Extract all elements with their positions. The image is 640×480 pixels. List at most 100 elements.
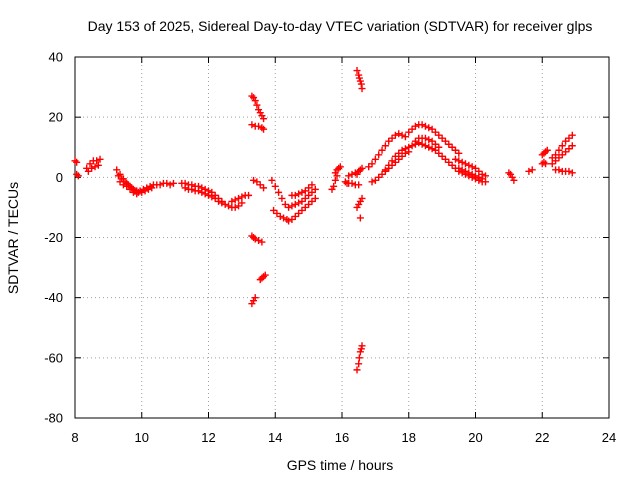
data-point [472,172,479,180]
data-points [71,67,576,374]
data-point [276,212,284,220]
series-AL [525,166,536,175]
data-point [215,197,223,205]
data-point [258,124,266,132]
data-point [371,155,379,163]
data-point [358,194,366,202]
data-point [461,160,469,168]
y-tick-label: 20 [49,110,63,125]
data-point [465,169,473,177]
series-AO [548,131,576,162]
data-point [540,158,548,166]
data-point [141,187,149,195]
data-point [194,187,202,195]
data-point [401,133,409,141]
series-AC [356,214,364,222]
series-V [328,172,341,193]
x-axis-label: GPS time / hours [287,457,394,473]
data-point [231,203,239,211]
data-point [451,155,459,163]
data-point [331,176,339,184]
x-tick-label: 22 [535,430,549,445]
data-point [353,67,361,75]
data-point [271,182,279,190]
series-AG [381,148,413,175]
data-point [411,122,419,130]
data-point [421,134,429,142]
series-R [270,206,291,223]
chart-title: Day 153 of 2025, Sidereal Day-to-day VTE… [88,18,593,34]
data-point [308,181,316,189]
data-point [358,164,366,172]
data-point [428,145,436,153]
data-point [468,163,476,171]
data-point [255,237,263,245]
series-O [256,271,269,284]
data-point [285,203,293,211]
data-point [395,130,403,138]
data-point [381,142,389,150]
data-point [378,146,386,154]
series-AJ [455,164,486,183]
data-point [248,121,256,129]
data-point [356,214,364,222]
data-point [435,143,443,151]
series-A [71,157,81,166]
data-point [398,131,406,139]
data-point [278,194,286,202]
data-point [358,342,366,350]
data-point [251,97,259,105]
data-point [225,202,233,210]
data-point [188,185,196,193]
data-point [555,166,563,174]
series-G [116,178,141,198]
data-point [93,157,101,165]
data-point [478,175,486,183]
data-point [295,199,303,207]
series-D [84,161,102,175]
data-point [238,199,246,207]
data-point [555,146,563,154]
series-J [228,191,253,205]
data-point [285,217,293,225]
y-axis-label: SDTVAR / TECUs [5,182,21,294]
data-point [425,124,433,132]
data-point [355,360,363,368]
data-point [253,101,261,109]
data-point [568,142,576,150]
data-point [148,184,156,192]
data-point [73,158,81,166]
data-point [218,199,226,207]
data-point [421,142,429,150]
series-AI [451,155,490,180]
data-point [475,173,483,181]
data-point [144,185,152,193]
data-point [458,158,466,166]
data-point [311,194,319,202]
data-point [542,160,550,168]
data-point [311,185,319,193]
data-point [113,166,121,174]
data-point [291,200,299,208]
data-point [198,188,206,196]
y-tick-label: -60 [44,350,63,365]
data-point [418,121,426,129]
x-tick-label: 14 [268,430,282,445]
series-AH [411,134,443,151]
data-point [418,140,426,148]
data-point [238,193,246,201]
data-point [231,196,239,204]
series-M [248,232,266,246]
data-point [425,136,433,144]
series-AQ [552,166,576,177]
data-point [510,176,518,184]
series-U [288,181,316,199]
series-AE [365,121,463,171]
series-B [73,170,82,180]
data-point [408,142,416,150]
data-point [525,167,533,175]
data-point [156,181,164,189]
data-point [455,157,463,165]
x-tick-label: 12 [201,430,215,445]
data-point [181,184,189,192]
